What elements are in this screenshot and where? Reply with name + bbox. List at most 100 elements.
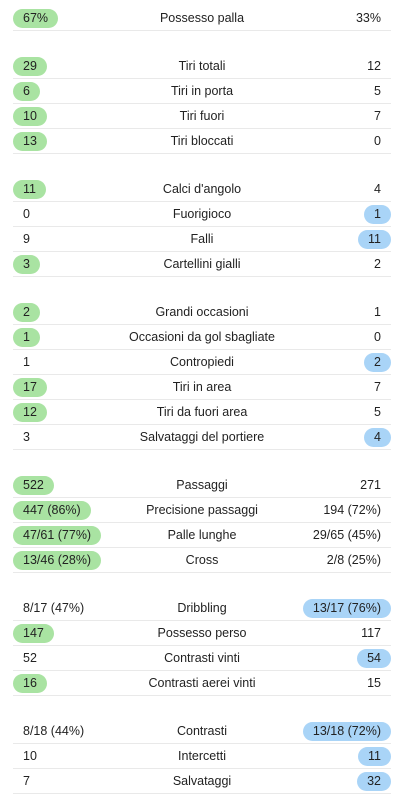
stat-label: Tiri fuori [179, 109, 225, 123]
stat-label: Intercetti [178, 749, 226, 763]
stat-label: Salvataggi del portiere [139, 430, 265, 444]
stat-label: Possesso palla [159, 11, 245, 25]
away-value: 32 [357, 772, 391, 791]
home-value: 8/18 (44%) [23, 724, 85, 738]
away-value: 2 [364, 353, 391, 372]
stat-row: 147 Possesso perso 117 [13, 622, 391, 646]
stat-group: 29 Tiri totali 12 6 Tiri in porta 5 10 Tiri fuo… [0, 55, 404, 154]
stat-label: Tiri da fuori area [156, 405, 248, 419]
home-value: 447 (86%) [13, 501, 91, 520]
away-value: 2 [374, 257, 381, 271]
stat-label: Occasioni da gol sbagliate [129, 330, 275, 344]
home-value: 1 [23, 355, 30, 369]
away-value: 12 [367, 59, 381, 73]
stat-row: 1 Contropiedi 2 [13, 351, 391, 375]
home-value: 17 [13, 378, 47, 397]
home-value: 10 [13, 107, 47, 126]
stat-row: 0 Fuorigioco 1 [13, 203, 391, 227]
home-value: 3 [13, 255, 40, 274]
stat-label: Cartellini gialli [163, 257, 241, 271]
away-value: 4 [364, 428, 391, 447]
away-value: 4 [374, 182, 381, 196]
away-value: 5 [374, 405, 381, 419]
stat-row: 447 (86%) Precisione passaggi 194 (72%) [13, 499, 391, 523]
home-value: 3 [23, 430, 30, 444]
stat-label: Tiri totali [178, 59, 226, 73]
stat-row: 13 Tiri bloccati 0 [13, 130, 391, 154]
stat-label: Tiri in porta [170, 84, 234, 98]
stat-row: 16 Contrasti aerei vinti 15 [13, 672, 391, 696]
stat-label: Falli [190, 232, 214, 246]
stat-row: 7 Salvataggi 32 [13, 770, 391, 794]
home-value: 2 [13, 303, 40, 322]
stat-row: 13/46 (28%) Cross 2/8 (25%) [13, 549, 391, 573]
stat-label: Contrasti aerei vinti [148, 676, 256, 690]
home-value: 147 [13, 624, 54, 643]
away-value: 11 [358, 230, 391, 249]
away-value: 13/18 (72%) [302, 722, 391, 741]
home-value: 6 [13, 82, 40, 101]
stat-row: 8/18 (44%) Contrasti 13/18 (72%) [13, 720, 391, 744]
away-value: 1 [374, 305, 381, 319]
home-value: 12 [13, 403, 47, 422]
away-value: 117 [361, 626, 381, 640]
away-value: 0 [374, 330, 381, 344]
home-value: 10 [23, 749, 37, 763]
stat-group: 522 Passaggi 271 447 (86%) Precisione passag… [0, 474, 404, 573]
home-value: 522 [13, 476, 54, 495]
away-value: 194 (72%) [323, 503, 381, 517]
stat-row: 1 Occasioni da gol sbagliate 0 [13, 326, 391, 350]
stat-row: 10 Intercetti 11 [13, 745, 391, 769]
stat-row: 67% Possesso palla 33% [13, 7, 391, 31]
stat-row: 11 Calci d'angolo 4 [13, 178, 391, 202]
away-value: 271 [360, 478, 381, 492]
home-value: 13/46 (28%) [13, 551, 102, 570]
home-value: 11 [13, 180, 46, 199]
stat-row: 29 Tiri totali 12 [13, 55, 391, 79]
home-value: 29 [13, 57, 47, 76]
away-value: 54 [357, 649, 391, 668]
stat-label: Tiri bloccati [170, 134, 234, 148]
stat-row: 17 Tiri in area 7 [13, 376, 391, 400]
stat-row: 9 Falli 11 [13, 228, 391, 252]
away-value: 11 [358, 747, 391, 766]
home-value: 7 [23, 774, 30, 788]
stat-row: 3 Cartellini gialli 2 [13, 253, 391, 277]
away-value: 1 [364, 205, 391, 224]
stat-group: 11 Calci d'angolo 4 0 Fuorigioco 1 9 Falli 11 3 Ca… [0, 178, 404, 277]
stat-row: 8/17 (47%) Dribbling 13/17 (76%) [13, 597, 391, 621]
stat-group: 8/18 (44%) Contrasti 13/18 (72%) 10 Intercet… [0, 720, 404, 794]
away-value: 29/65 (45%) [312, 528, 381, 542]
home-value: 67% [13, 9, 59, 28]
away-value: 0 [374, 134, 381, 148]
home-value: 1 [13, 328, 40, 347]
stat-group: 8/17 (47%) Dribbling 13/17 (76%) 147 Possess… [0, 597, 404, 696]
home-value: 8/17 (47%) [23, 601, 85, 615]
stat-label: Grandi occasioni [155, 305, 249, 319]
away-value: 13/17 (76%) [302, 599, 391, 618]
stat-label: Calci d'angolo [162, 182, 242, 196]
stat-row: 12 Tiri da fuori area 5 [13, 401, 391, 425]
stat-label: Contropiedi [170, 355, 234, 369]
home-value: 9 [23, 232, 30, 246]
away-value: 33% [355, 11, 381, 25]
stat-row: 10 Tiri fuori 7 [13, 105, 391, 129]
away-value: 5 [374, 84, 381, 98]
stat-row: 3 Salvataggi del portiere 4 [13, 426, 391, 450]
home-value: 13 [13, 132, 47, 151]
stat-group: 2 Grandi occasioni 1 1 Occasioni da gol sbag… [0, 301, 404, 450]
home-value: 47/61 (77%) [13, 526, 102, 545]
stat-row: 2 Grandi occasioni 1 [13, 301, 391, 325]
stat-label: Tiri in area [172, 380, 232, 394]
stat-row: 6 Tiri in porta 5 [13, 80, 391, 104]
away-value: 15 [367, 676, 381, 690]
away-value: 7 [374, 380, 381, 394]
home-value: 0 [23, 207, 30, 221]
away-value: 2/8 (25%) [326, 553, 381, 567]
stat-label: Fuorigioco [172, 207, 232, 221]
stat-row: 522 Passaggi 271 [13, 474, 391, 498]
home-value: 16 [13, 674, 47, 693]
stat-label: Contrasti vinti [164, 651, 240, 665]
away-value: 7 [374, 109, 381, 123]
